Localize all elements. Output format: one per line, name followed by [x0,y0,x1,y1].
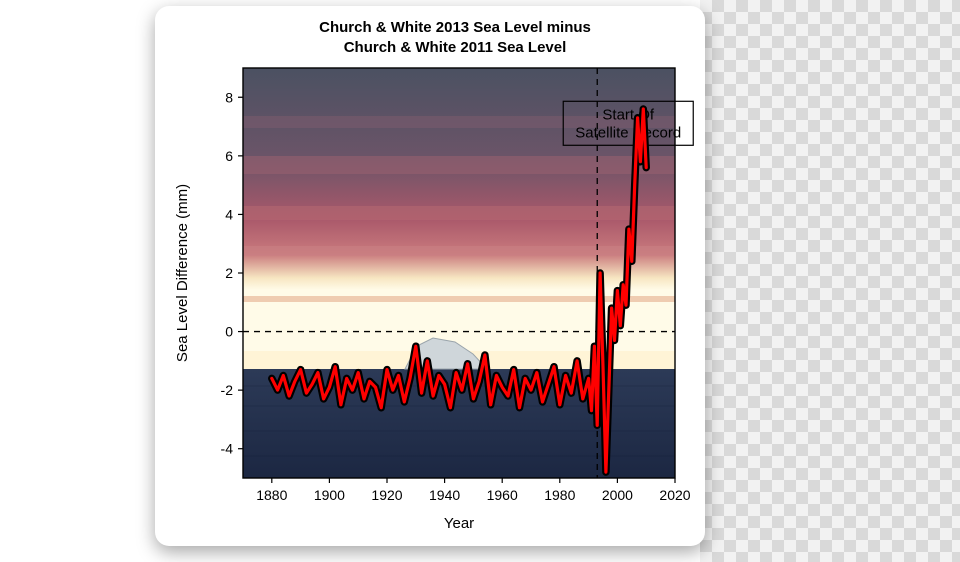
x-tick-label: 1940 [429,487,460,503]
chart-title-line1: Church & White 2013 Sea Level minus [319,19,591,36]
chart-title-line2: Church & White 2011 Sea Level [344,39,567,56]
y-tick-label: 6 [225,148,233,164]
x-tick-label: 1920 [371,487,402,503]
y-tick-label: -2 [221,382,234,398]
y-axis: -4 -2 0 2 4 6 8 [221,89,243,456]
sea-level-chart: Church & White 2013 Sea Level minus Chur… [155,6,705,546]
y-tick-label: 0 [225,324,233,340]
x-tick-label: 1900 [314,487,345,503]
page-root: Church & White 2013 Sea Level minus Chur… [0,0,960,562]
y-tick-label: 2 [225,265,233,281]
x-axis: 1880 1900 1920 1940 1960 1980 2000 2020 [256,478,691,503]
y-tick-label: -4 [221,441,234,457]
x-tick-label: 2020 [659,487,690,503]
x-axis-label: Year [444,515,474,532]
chart-card: Church & White 2013 Sea Level minus Chur… [155,6,705,546]
x-tick-label: 1880 [256,487,287,503]
x-tick-label: 1960 [487,487,518,503]
y-axis-label: Sea Level Difference (mm) [174,184,191,362]
annotation-line2: Satellite Record [575,124,681,141]
y-tick-label: 8 [225,89,233,105]
y-tick-label: 4 [225,206,233,222]
transparency-checker [700,0,960,562]
x-tick-label: 1980 [544,487,575,503]
x-tick-label: 2000 [602,487,633,503]
